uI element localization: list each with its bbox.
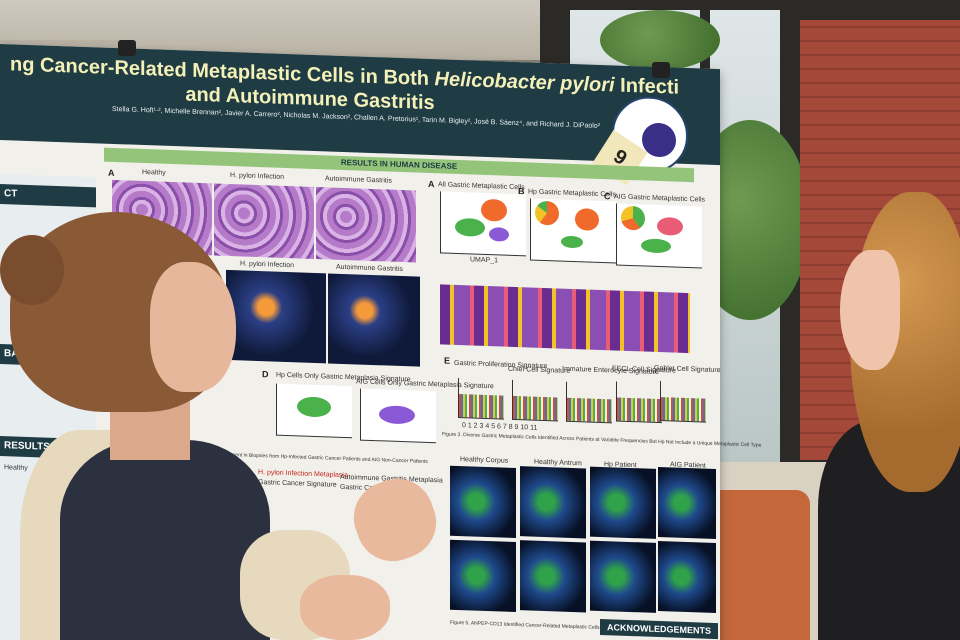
immunofluorescence-image xyxy=(520,466,586,539)
pie-chart xyxy=(535,200,559,226)
signature-plot xyxy=(566,381,612,424)
histology-image xyxy=(316,187,416,263)
poster-clip xyxy=(652,62,670,78)
immunofluorescence-image xyxy=(520,540,586,613)
immunofluorescence-image xyxy=(450,539,516,613)
tree xyxy=(600,10,720,70)
immunofluorescence-image xyxy=(658,540,716,614)
cluster xyxy=(489,227,509,242)
ihc-image xyxy=(226,269,326,364)
cluster xyxy=(641,238,671,254)
panel-letter: A xyxy=(108,167,115,178)
section-bar: CT xyxy=(0,184,96,208)
ihc-image xyxy=(328,273,420,367)
umap-plot xyxy=(276,383,352,439)
title-part: Infecti xyxy=(614,74,680,99)
panel-label: Healthy xyxy=(142,168,166,177)
signature-plot xyxy=(616,381,662,424)
listener-face xyxy=(840,250,900,370)
cluster xyxy=(561,235,583,249)
immunofluorescence-image xyxy=(590,466,656,539)
signature-plot xyxy=(512,379,558,422)
presenter-floral-top xyxy=(60,440,270,640)
immunofluorescence-image xyxy=(450,465,516,539)
figure-caption: Figure 3. Diverse Gastric Metaplastic Ce… xyxy=(442,431,762,449)
umap-label: Hp Gastric Metaplastic Cells xyxy=(528,188,616,199)
poster-clip xyxy=(118,40,136,56)
title-italic: Helicobacter pylori xyxy=(434,68,615,97)
panel-letter: E xyxy=(444,355,451,366)
histology-image xyxy=(214,183,314,259)
presenter-bun xyxy=(0,235,64,305)
umap-label: All Gastric Metaplastic Cells xyxy=(438,181,525,192)
poster-title: ng Cancer-Related Metaplastic Cells in B… xyxy=(10,52,679,121)
panel-label: H. pylori Infection xyxy=(230,172,285,181)
signature-label: Chief Cell Signature xyxy=(508,365,571,375)
umap-plot xyxy=(360,388,436,444)
lower-label: H. pylori Infection Metaplasia xyxy=(258,469,348,480)
presenter-face xyxy=(150,262,236,392)
cluster xyxy=(481,198,507,222)
immunofluorescence-image xyxy=(590,540,656,613)
panel-letter: C xyxy=(604,191,611,202)
umap-plot xyxy=(530,198,616,264)
immunofluorescence-image xyxy=(658,466,716,540)
signature-ticks: 0 1 2 3 4 5 6 7 8 9 10 11 xyxy=(462,422,538,432)
umap-label: AIG Gastric Metaplastic Cells xyxy=(614,193,706,204)
left-caption: Healthy xyxy=(4,464,28,472)
presenter-hand xyxy=(300,575,390,640)
panel-label: Autoimmune Gastritis xyxy=(325,175,392,185)
umap-plot xyxy=(616,203,702,269)
lower-label: Gastric Cancer Signature xyxy=(258,479,337,489)
pie-chart xyxy=(621,205,645,231)
panel-label: Autoimmune Gastritis xyxy=(336,263,403,274)
panel-letter: A xyxy=(428,178,435,190)
cluster xyxy=(575,208,599,231)
heatmap xyxy=(440,284,690,354)
umap-plot xyxy=(440,191,526,257)
panel-label: H. pylori Infection xyxy=(240,260,295,270)
cluster xyxy=(657,216,683,236)
cluster xyxy=(379,405,415,425)
signature-plot xyxy=(660,381,706,423)
cluster xyxy=(455,217,485,237)
acknowledgements-bar: ACKNOWLEDGEMENTS xyxy=(600,618,718,640)
umap-axis-label: UMAP_1 xyxy=(470,256,499,265)
cluster xyxy=(297,396,331,418)
if-label: Healthy Corpus xyxy=(460,456,509,465)
panel-letter: D xyxy=(262,369,269,380)
